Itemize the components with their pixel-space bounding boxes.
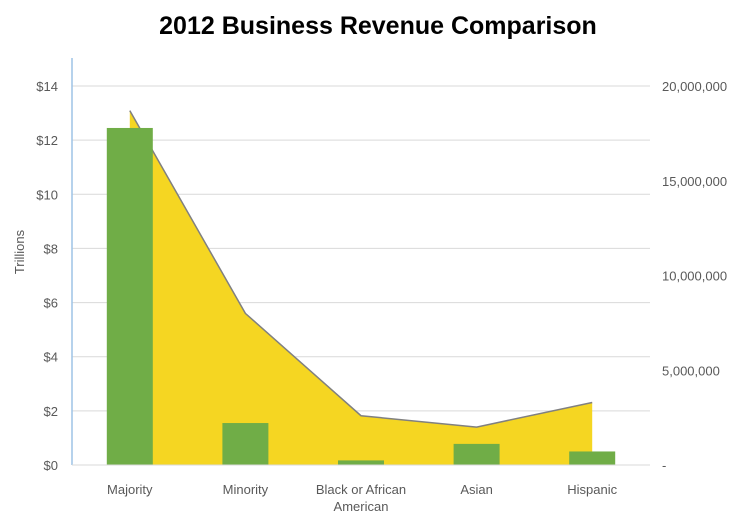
x-tick-label: Asian [460,482,493,497]
y-tick-label: $6 [44,296,58,311]
y-tick-label: $10 [36,187,58,202]
bar-hispanic [569,451,616,465]
label-layer: $0 $2 $4 $6 $8 $10 $12 $14 - 5,000,000 10,000,000 1… [36,79,727,514]
y-tick-label: $8 [44,241,58,256]
x-tick-label-line: Black or African [316,482,406,497]
axis-layer [71,58,650,466]
y2-tick-label: 10,000,000 [662,269,727,284]
y2-tick-label: 5,000,000 [662,363,720,378]
x-tick-label-line: Asian [460,482,493,497]
x-tick-label: Minority [223,482,269,497]
x-tick-label-line: American [334,499,389,514]
chart-title: 2012 Business Revenue Comparison [159,12,597,40]
y2-tick-label: 15,000,000 [662,174,727,189]
x-tick-label: Hispanic [567,482,617,497]
x-tick-label-line: Hispanic [567,482,617,497]
y2-tick-label: - [662,458,666,473]
bar-black-or-african-american [338,460,384,465]
y-tick-label: $14 [36,79,58,94]
y-tick-label: $4 [44,350,58,365]
bar-minority [222,423,269,465]
y2-tick-label: 20,000,000 [662,79,727,94]
x-tick-label: Majority [107,482,153,497]
y-axis-title: Trillions [12,229,27,274]
y-tick-label: $0 [44,458,58,473]
y-tick-label: $2 [44,404,58,419]
bar-layer [106,127,616,465]
x-tick-label: Black or African American [316,482,406,514]
area-fill [129,110,593,465]
bar-majority [106,127,153,465]
y-tick-label: $12 [36,133,58,148]
x-tick-label-line: Minority [223,482,269,497]
x-tick-label-line: Majority [107,482,153,497]
area-layer [129,110,593,465]
bar-asian [453,443,500,465]
